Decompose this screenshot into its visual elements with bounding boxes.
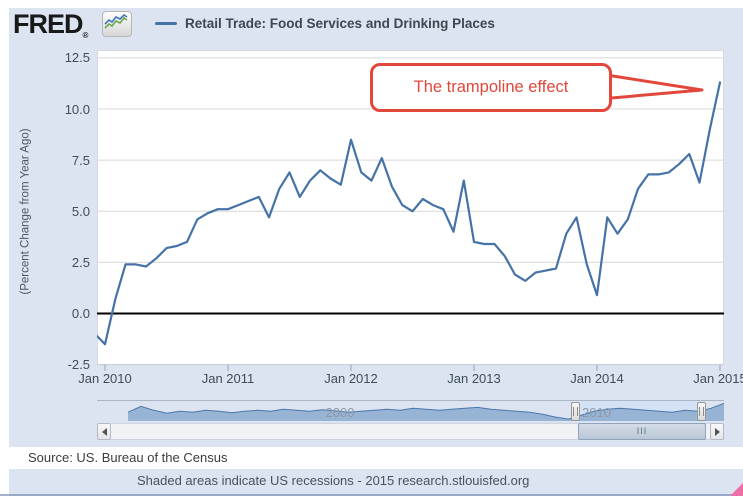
arrow-left-icon: [101, 427, 107, 436]
x-tick-label: Jan 2014: [570, 371, 624, 386]
x-tick-label: Jan 2011: [201, 371, 255, 386]
arrow-right-icon: [714, 427, 720, 436]
annotation-callout: The trampoline effect: [370, 63, 612, 112]
recession-note: Shaded areas indicate US recessions - 20…: [137, 473, 530, 488]
navigator-year-label-2000: 2000: [325, 405, 355, 420]
navigator-right-handle[interactable]: [697, 402, 706, 421]
panel-bottom-border: [0, 494, 743, 496]
navigator-left-handle[interactable]: [571, 402, 580, 421]
scrollbar-left-button[interactable]: [97, 423, 111, 440]
series-line: [97, 81, 722, 346]
scrollbar-track[interactable]: [111, 423, 710, 440]
navigator-top-border: [97, 400, 724, 401]
y-tick-label: 12.5: [64, 50, 90, 66]
navigator-area-line: [127, 402, 724, 420]
x-tick-label: Jan 2010: [78, 371, 132, 386]
source-strip: [0, 447, 743, 469]
callout-pointer: [598, 72, 704, 101]
fred-logo: FRED®: [13, 9, 89, 40]
scrollbar-right-button[interactable]: [710, 423, 724, 440]
y-tick-label: 10.0: [64, 101, 90, 117]
y-tick-label: 0.0: [71, 306, 90, 321]
legend-line-swatch: [155, 22, 177, 25]
x-tick-label: Jan 2012: [324, 371, 378, 386]
resize-grip-icon[interactable]: [730, 483, 743, 496]
navigator-mini-chart: [127, 402, 724, 421]
handle-grip-icon: [699, 407, 704, 416]
source-text: Source: US. Bureau of the Census: [28, 450, 228, 465]
x-tick-label: Jan 2015: [693, 371, 743, 386]
x-tick-label: Jan 2013: [447, 371, 501, 386]
navigator-area-fill: [128, 403, 724, 421]
main-chart: [97, 57, 724, 371]
scrollbar-thumb[interactable]: III: [578, 423, 706, 440]
fred-sparkline-icon: [102, 11, 132, 37]
y-tick-label: 5.0: [71, 203, 90, 219]
y-tick-label: 7.5: [71, 152, 90, 168]
legend: Retail Trade: Food Services and Drinking…: [155, 16, 495, 31]
handle-grip-icon: [573, 407, 578, 416]
legend-series-title: Retail Trade: Food Services and Drinking…: [185, 16, 495, 31]
registered-mark: ®: [82, 31, 89, 40]
y-tick-label: 2.5: [71, 254, 90, 270]
navigator-year-label-2010: 2010: [582, 405, 611, 420]
y-axis-title: (Percent Change from Year Ago): [19, 128, 32, 295]
y-tick-label: -2.5: [67, 357, 90, 373]
